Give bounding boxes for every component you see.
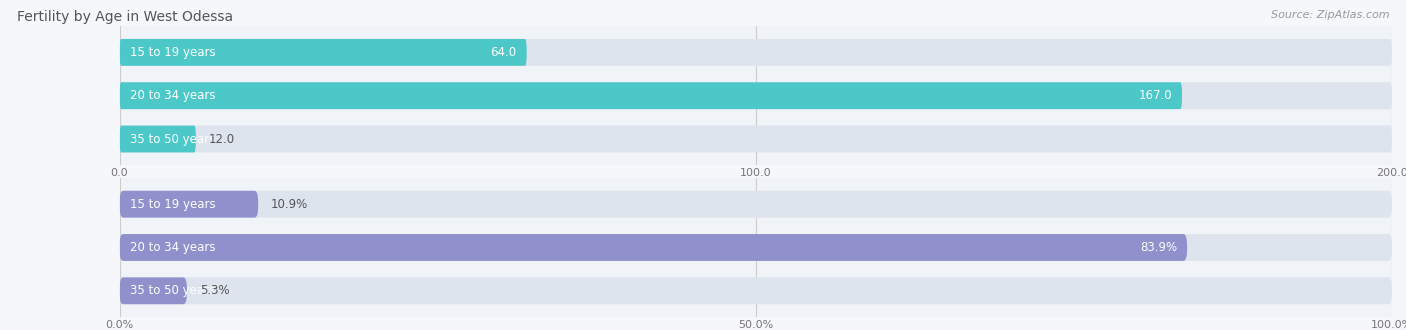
Text: 83.9%: 83.9% — [1140, 241, 1177, 254]
FancyBboxPatch shape — [120, 234, 1187, 261]
FancyBboxPatch shape — [120, 39, 1392, 66]
Text: 15 to 19 years: 15 to 19 years — [129, 46, 215, 59]
Text: Source: ZipAtlas.com: Source: ZipAtlas.com — [1271, 10, 1389, 20]
FancyBboxPatch shape — [120, 191, 1392, 217]
Text: 5.3%: 5.3% — [200, 284, 229, 297]
FancyBboxPatch shape — [120, 191, 259, 217]
FancyBboxPatch shape — [120, 234, 1392, 261]
FancyBboxPatch shape — [120, 278, 1392, 304]
Text: 15 to 19 years: 15 to 19 years — [129, 198, 215, 211]
Text: 35 to 50 years: 35 to 50 years — [129, 133, 215, 146]
Text: Fertility by Age in West Odessa: Fertility by Age in West Odessa — [17, 10, 233, 24]
FancyBboxPatch shape — [120, 126, 1392, 152]
Text: 167.0: 167.0 — [1139, 89, 1171, 102]
Text: 20 to 34 years: 20 to 34 years — [129, 241, 215, 254]
FancyBboxPatch shape — [120, 278, 187, 304]
Text: 10.9%: 10.9% — [271, 198, 308, 211]
Text: 64.0: 64.0 — [491, 46, 516, 59]
FancyBboxPatch shape — [120, 39, 527, 66]
Text: 20 to 34 years: 20 to 34 years — [129, 89, 215, 102]
Text: 35 to 50 years: 35 to 50 years — [129, 284, 215, 297]
Text: 12.0: 12.0 — [208, 133, 235, 146]
FancyBboxPatch shape — [120, 82, 1182, 109]
FancyBboxPatch shape — [120, 82, 1392, 109]
FancyBboxPatch shape — [120, 126, 195, 152]
